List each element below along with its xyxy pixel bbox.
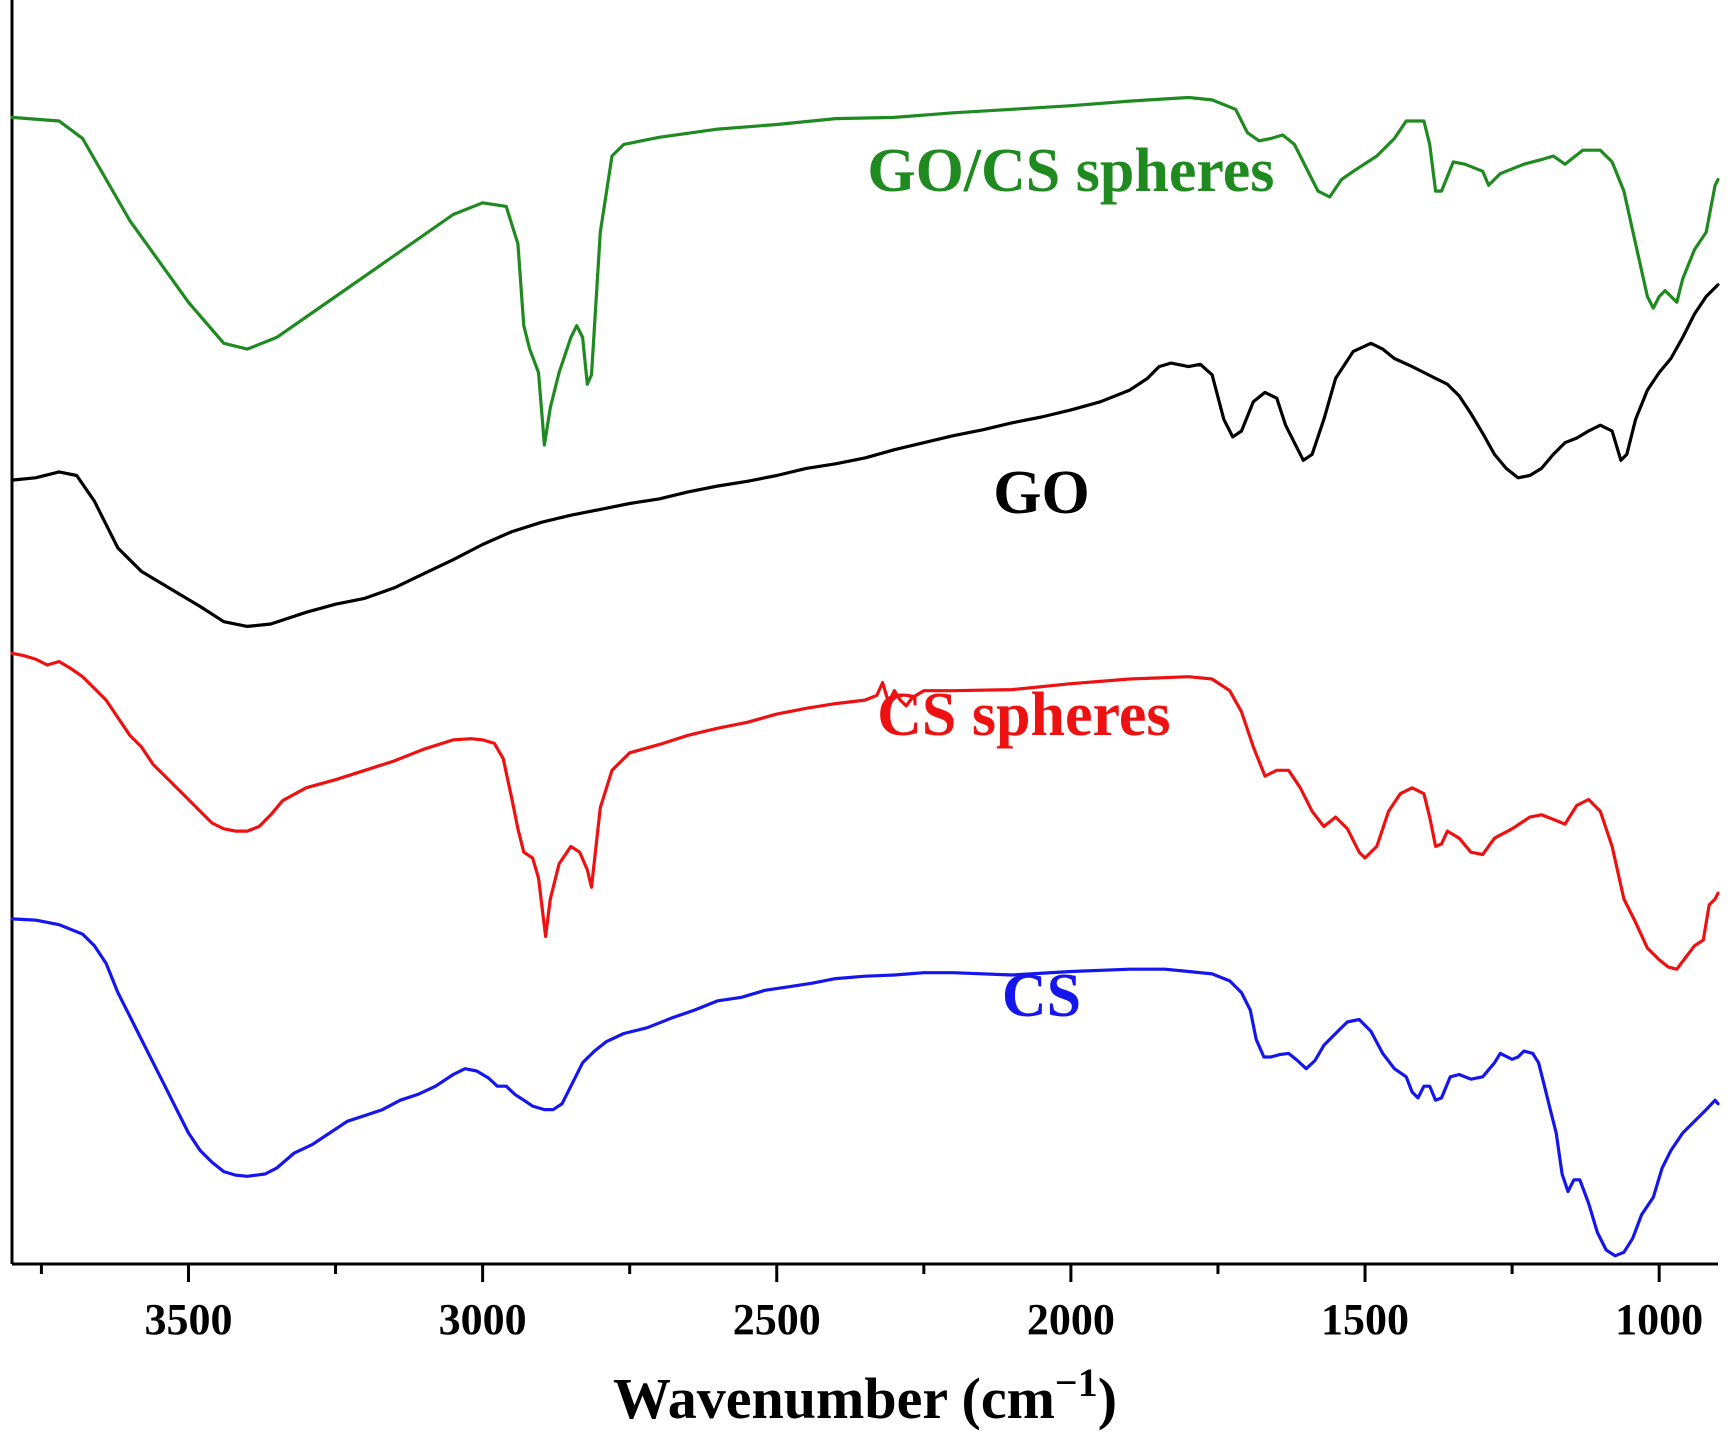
x-axis-title-main: Wavenumber (cm — [613, 1366, 1055, 1431]
series-labels: GO/CS spheres GO CS spheres CS — [867, 137, 1274, 1030]
plot-area — [10, 0, 1718, 1266]
x-tick-label: 3000 — [439, 1295, 527, 1344]
x-axis-title-superscript: −1 — [1055, 1360, 1098, 1405]
series-label-cs: CS — [1002, 962, 1081, 1030]
x-axis-ticks: 3500 3000 2500 2000 1500 1000 — [39, 1264, 1703, 1344]
series-line-cs — [10, 917, 1720, 1258]
series-line-cs-spheres — [10, 651, 1720, 971]
series-line-go — [10, 283, 1720, 628]
series-layer — [10, 95, 1720, 1258]
x-axis-title: Wavenumber (cm−1) — [613, 1360, 1117, 1431]
series-label-cs-spheres: CS spheres — [877, 681, 1170, 749]
x-tick-label: 2500 — [733, 1295, 821, 1344]
x-axis-title-close: ) — [1098, 1366, 1117, 1431]
x-tick-label: 2000 — [1027, 1295, 1115, 1344]
x-tick-label: 3500 — [144, 1295, 232, 1344]
series-label-go: GO — [993, 459, 1089, 527]
series-label-go-cs-spheres: GO/CS spheres — [867, 137, 1274, 205]
x-tick-label: 1500 — [1321, 1295, 1409, 1344]
x-tick-label: 1000 — [1615, 1295, 1703, 1344]
series-line-go-cs-spheres — [10, 95, 1720, 447]
